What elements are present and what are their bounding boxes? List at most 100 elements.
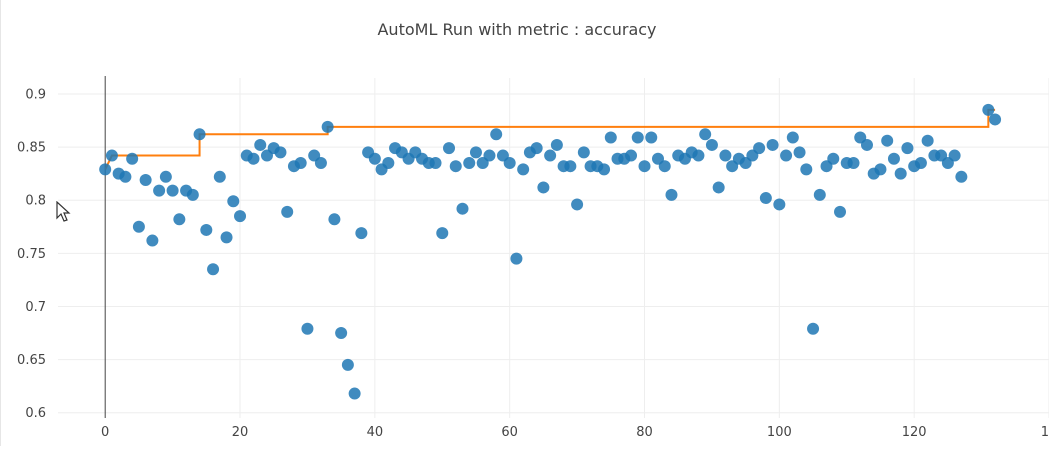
data-point[interactable] (166, 184, 179, 197)
data-point[interactable] (786, 131, 799, 144)
data-point[interactable] (874, 163, 887, 176)
data-point[interactable] (658, 160, 671, 173)
data-point[interactable] (436, 227, 449, 240)
data-point[interactable] (834, 205, 847, 218)
data-point[interactable] (153, 184, 166, 197)
mouse-cursor-icon (56, 201, 71, 222)
data-point[interactable] (537, 181, 550, 194)
data-point[interactable] (860, 138, 873, 151)
data-point[interactable] (894, 167, 907, 180)
data-point[interactable] (577, 146, 590, 159)
data-point[interactable] (200, 223, 213, 236)
data-point[interactable] (119, 170, 132, 183)
data-point[interactable] (247, 152, 260, 165)
data-point[interactable] (625, 149, 638, 162)
data-point[interactable] (254, 138, 267, 151)
data-point[interactable] (638, 160, 651, 173)
data-point[interactable] (544, 149, 557, 162)
y-tick-label: 0.85 (17, 141, 46, 156)
data-point[interactable] (132, 220, 145, 233)
y-tick-label: 0.75 (17, 247, 46, 262)
data-point[interactable] (510, 252, 523, 265)
data-point[interactable] (705, 138, 718, 151)
data-point[interactable] (321, 120, 334, 133)
data-point[interactable] (699, 128, 712, 141)
data-point[interactable] (220, 231, 233, 244)
data-point[interactable] (712, 181, 725, 194)
data-point[interactable] (550, 138, 563, 151)
data-point[interactable] (355, 227, 368, 240)
data-point[interactable] (807, 322, 820, 335)
data-point[interactable] (159, 170, 172, 183)
data-point[interactable] (368, 152, 381, 165)
data-point[interactable] (793, 146, 806, 159)
data-point[interactable] (530, 142, 543, 155)
data-point[interactable] (463, 157, 476, 169)
data-point[interactable] (328, 213, 341, 226)
y-tick-label: 0.7 (25, 300, 46, 315)
data-point[interactable] (301, 322, 314, 335)
data-point[interactable] (780, 149, 793, 162)
data-point[interactable] (598, 163, 611, 176)
data-point[interactable] (753, 142, 766, 155)
data-point[interactable] (443, 142, 456, 155)
data-point[interactable] (692, 149, 705, 162)
data-point[interactable] (193, 128, 206, 141)
data-point[interactable] (564, 160, 577, 173)
data-point[interactable] (982, 103, 995, 116)
data-point[interactable] (490, 128, 503, 141)
data-point[interactable] (604, 131, 617, 144)
data-point[interactable] (766, 138, 779, 151)
data-point[interactable] (800, 163, 813, 176)
data-point[interactable] (207, 263, 220, 276)
data-point[interactable] (645, 131, 658, 144)
data-point[interactable] (921, 134, 934, 147)
data-point[interactable] (914, 157, 927, 169)
data-point[interactable] (99, 163, 112, 176)
data-point[interactable] (827, 152, 840, 165)
data-point[interactable] (456, 202, 469, 215)
data-point[interactable] (901, 142, 914, 155)
data-point[interactable] (234, 210, 247, 223)
data-point[interactable] (314, 157, 327, 169)
data-point[interactable] (631, 131, 644, 144)
data-point[interactable] (571, 198, 584, 211)
x-tick-label: 40 (367, 425, 384, 440)
data-point[interactable] (105, 149, 118, 162)
data-point[interactable] (173, 213, 186, 226)
data-point[interactable] (126, 152, 139, 165)
data-point[interactable] (341, 358, 354, 371)
data-point[interactable] (449, 160, 462, 173)
data-point[interactable] (429, 157, 442, 169)
data-point[interactable] (719, 149, 732, 162)
chart-title: AutoML Run with metric : accuracy (377, 20, 656, 39)
data-point[interactable] (382, 157, 395, 169)
x-tick-label: 20 (232, 425, 249, 440)
data-point[interactable] (759, 192, 772, 205)
data-point[interactable] (483, 149, 496, 162)
data-point[interactable] (294, 157, 307, 169)
data-point[interactable] (335, 327, 348, 339)
data-point[interactable] (139, 174, 152, 186)
data-point[interactable] (517, 163, 530, 176)
data-point[interactable] (186, 188, 199, 201)
data-point[interactable] (881, 134, 894, 147)
data-point[interactable] (887, 152, 900, 165)
data-point[interactable] (281, 205, 294, 218)
x-tick-label: 120 (902, 425, 927, 440)
data-point[interactable] (813, 188, 826, 201)
data-point[interactable] (665, 188, 678, 201)
data-point[interactable] (955, 170, 968, 183)
data-point[interactable] (274, 146, 287, 159)
data-point[interactable] (989, 113, 1002, 126)
data-point[interactable] (847, 157, 860, 169)
data-point[interactable] (227, 195, 240, 208)
data-point[interactable] (469, 146, 482, 159)
data-point[interactable] (503, 157, 516, 169)
data-point[interactable] (773, 198, 786, 211)
data-point[interactable] (348, 387, 361, 400)
data-point[interactable] (948, 149, 961, 162)
data-point[interactable] (213, 170, 226, 183)
data-point[interactable] (146, 234, 159, 247)
